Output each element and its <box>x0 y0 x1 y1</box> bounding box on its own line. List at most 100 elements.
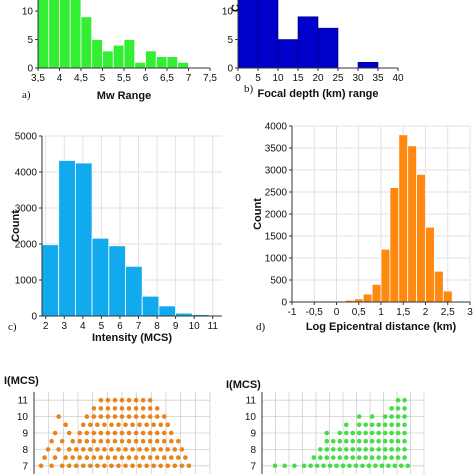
chart-intensity-scatter-orange: 7 8 9 10 11 I(MCS) <box>4 375 211 474</box>
scatter-point <box>318 447 323 452</box>
scatter-point <box>327 463 333 469</box>
scatter-point <box>126 438 132 444</box>
x-tick-label: 2 <box>43 321 49 332</box>
y-axis-label: C <box>230 4 242 12</box>
histogram-bar <box>80 16 93 68</box>
scatter-point <box>137 447 142 452</box>
scatter-point <box>98 430 104 436</box>
scatter-point <box>186 463 192 469</box>
histogram-bar <box>58 160 76 316</box>
scatter-point <box>272 463 278 469</box>
scatter-point <box>77 430 83 436</box>
scatter-point <box>91 455 97 460</box>
scatter-point <box>151 463 156 469</box>
y-tick-label: 10 <box>22 7 34 18</box>
scatter-point <box>144 463 149 469</box>
scatter-point <box>324 430 330 436</box>
chart-mw-histogram: 3,5 4 4,5 5 5,5 6 6,5 7 7,5 0 5 10 Mw Range <box>22 0 217 102</box>
x-tick-label: 7,5 <box>203 73 217 84</box>
x-tick-label: 6 <box>143 73 149 84</box>
x-tick-label: 35 <box>372 73 384 84</box>
scatter-point <box>363 438 368 444</box>
scatter-point <box>95 447 100 452</box>
scatter-point <box>151 447 156 452</box>
scatter-point <box>147 414 153 419</box>
scatter-point <box>376 455 381 460</box>
histogram-bar <box>442 290 453 302</box>
scatter-point <box>330 455 336 460</box>
scatter-point <box>334 463 339 469</box>
scatter-point <box>395 430 401 436</box>
scatter-point <box>112 406 118 411</box>
histogram-bar <box>433 270 444 302</box>
scatter-point <box>395 455 401 460</box>
histogram-bar <box>42 244 60 316</box>
scatter-point <box>324 455 330 460</box>
histogram-bar <box>371 283 382 302</box>
scatter-point <box>137 463 142 469</box>
scatter-point <box>98 397 104 403</box>
scatter-point <box>147 430 153 436</box>
scatter-point <box>158 422 164 428</box>
scatter-point <box>126 455 132 460</box>
scatter-point <box>105 414 111 419</box>
scatter-point <box>350 430 356 436</box>
scatter-point <box>105 397 111 403</box>
scatter-point <box>116 422 121 428</box>
panel-label-b: b) <box>244 83 254 95</box>
scatter-point <box>330 447 336 452</box>
x-tick-label: 2 <box>423 307 429 318</box>
scatter-point <box>88 422 93 428</box>
x-tick-label: 0 <box>334 307 340 318</box>
scatter-point <box>70 438 76 444</box>
y-tick-label: 2000 <box>15 240 38 251</box>
scatter-point <box>402 422 407 428</box>
scatter-point <box>395 422 401 428</box>
x-tick-label: 8 <box>154 321 160 332</box>
scatter-point <box>382 438 388 444</box>
scatter-point <box>356 422 362 428</box>
scatter-point <box>133 414 139 419</box>
scatter-point <box>49 438 54 444</box>
x-tick-label: 9 <box>173 321 179 332</box>
histogram-bar <box>112 44 125 68</box>
bar-group <box>327 134 453 302</box>
scatter-point <box>95 463 100 469</box>
histogram-bar <box>257 0 279 68</box>
scatter-point <box>389 447 394 452</box>
scatter-point <box>369 422 375 428</box>
x-tick-label: 6 <box>117 321 123 332</box>
scatter-point <box>168 430 174 436</box>
scatter-point <box>382 422 388 428</box>
scatter-point <box>165 463 171 469</box>
scatter-point <box>369 414 375 419</box>
scatter-point <box>52 455 58 460</box>
x-tick-label: 4,5 <box>74 73 88 84</box>
scatter-point <box>389 455 394 460</box>
histogram-bar <box>125 265 143 316</box>
x-tick-label: 4 <box>57 73 63 84</box>
scatter-point <box>49 463 54 469</box>
y-tick-label: 0 <box>27 64 33 75</box>
scatter-point <box>382 430 388 436</box>
scatter-point <box>386 463 391 469</box>
histogram-bar <box>141 295 160 316</box>
scatter-point <box>112 455 118 460</box>
scatter-point <box>91 406 97 411</box>
y-tick-label: 500 <box>270 276 287 287</box>
bar-group <box>42 160 210 316</box>
scatter-point <box>389 438 394 444</box>
bar-group <box>238 0 379 68</box>
histogram-bar <box>389 187 400 302</box>
scatter-point <box>147 406 153 411</box>
scatter-point <box>402 430 407 436</box>
y-tick-label: 1000 <box>15 276 38 287</box>
scatter-point <box>91 414 97 419</box>
scatter-point <box>314 463 320 469</box>
scatter-point <box>102 422 107 428</box>
histogram-bar <box>416 173 426 302</box>
chart-intensity-histogram: 2 3 4 5 6 7 8 9 10 11 0 1000 2000 3000 4000 5000 Intensi… <box>10 132 222 344</box>
scatter-point <box>133 438 139 444</box>
scatter-point <box>119 438 125 444</box>
